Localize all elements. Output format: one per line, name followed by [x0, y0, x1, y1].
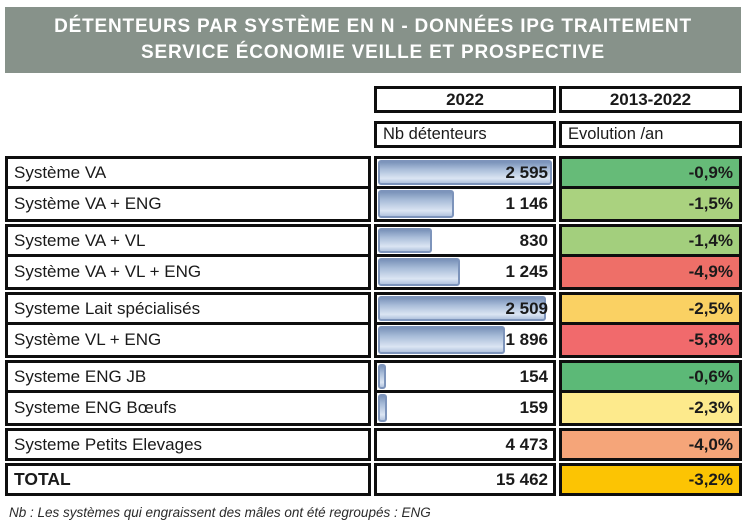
- value-text: 1 146: [505, 194, 548, 213]
- row-label: Systeme ENG Bœufs: [5, 393, 371, 426]
- value-cell: 2 595: [374, 156, 556, 189]
- title-banner: DÉTENTEURS PAR SYSTÈME EN N - DONNÉES IP…: [5, 7, 741, 73]
- value-text: 159: [519, 398, 548, 417]
- header-year-row: 2022 2013-2022: [5, 86, 742, 119]
- table-row: Systeme Petits Elevages 4 473 -4,0%: [5, 428, 742, 461]
- row-group: Systeme Lait spécialisés 2 509 -2,5% Sys…: [5, 292, 742, 358]
- value-cell: 830: [374, 224, 556, 257]
- row-label-total: TOTAL: [5, 463, 371, 496]
- value-text: 2 509: [505, 298, 548, 318]
- row-label: Système VA + ENG: [5, 189, 371, 222]
- row-label: Système VL + ENG: [5, 325, 371, 358]
- header-period-2013-2022: 2013-2022: [559, 86, 742, 113]
- title-line-1: DÉTENTEURS PAR SYSTÈME EN N - DONNÉES IP…: [54, 16, 692, 38]
- evolution-cell: -0,9%: [559, 156, 742, 189]
- table-row: Système VA + VL + ENG 1 245 -4,9%: [5, 257, 742, 290]
- header-nb-detenteurs: Nb détenteurs: [374, 121, 556, 148]
- header-year-2022: 2022: [374, 86, 556, 113]
- row-label: Systeme ENG JB: [5, 360, 371, 393]
- table-row: Système VL + ENG 1 896 -5,8%: [5, 325, 742, 358]
- row-label: Système VA: [5, 156, 371, 189]
- evolution-cell: -1,4%: [559, 224, 742, 257]
- header-spacer: [5, 86, 371, 119]
- row-group: Systeme Petits Elevages 4 473 -4,0%: [5, 428, 742, 461]
- value-text: 1 245: [505, 262, 548, 281]
- row-group: Systeme VA + VL 830 -1,4% Système VA + V…: [5, 224, 742, 290]
- header-evolution-an: Evolution /an: [559, 121, 742, 148]
- table-row: Système VA 2 595 -0,9%: [5, 156, 742, 189]
- value-text: 1 896: [505, 330, 548, 349]
- value-text: 2 595: [505, 162, 548, 182]
- value-text: 154: [519, 366, 548, 386]
- evolution-cell: -5,8%: [559, 325, 742, 358]
- value-bar: [378, 326, 505, 354]
- header-spacer: [5, 121, 371, 154]
- value-cell: 1 896: [374, 325, 556, 358]
- evolution-cell: -4,0%: [559, 428, 742, 461]
- row-label: Systeme Lait spécialisés: [5, 292, 371, 325]
- evolution-cell: -2,3%: [559, 393, 742, 426]
- row-label: Systeme Petits Elevages: [5, 428, 371, 461]
- row-label: Système VA + VL + ENG: [5, 257, 371, 290]
- value-cell: 159: [374, 393, 556, 426]
- evolution-cell: -0,6%: [559, 360, 742, 393]
- value-bar: [378, 160, 552, 185]
- table-row: Systeme VA + VL 830 -1,4%: [5, 224, 742, 257]
- evolution-cell: -3,2%: [559, 463, 742, 496]
- title-line-2: SERVICE ÉCONOMIE VEILLE ET PROSPECTIVE: [141, 42, 605, 63]
- table-row: Systeme ENG Bœufs 159 -2,3%: [5, 393, 742, 426]
- table-row: Système VA + ENG 1 146 -1,5%: [5, 189, 742, 222]
- value-bar: [378, 258, 461, 286]
- header-sublabel-row: Nb détenteurs Evolution /an: [5, 121, 742, 154]
- table-row: Systeme Lait spécialisés 2 509 -2,5%: [5, 292, 742, 325]
- evolution-cell: -4,9%: [559, 257, 742, 290]
- value-bar: [378, 228, 433, 253]
- value-text: 830: [519, 230, 548, 250]
- table-row-total: TOTAL 15 462 -3,2%: [5, 463, 742, 496]
- row-group: Système VA 2 595 -0,9% Système VA + ENG …: [5, 156, 742, 222]
- value-bar: [378, 190, 454, 218]
- value-bar: [378, 394, 387, 422]
- evolution-cell: -2,5%: [559, 292, 742, 325]
- row-label: Systeme VA + VL: [5, 224, 371, 257]
- value-cell: 2 509: [374, 292, 556, 325]
- value-text: 4 473: [505, 434, 548, 454]
- value-cell: 1 146: [374, 189, 556, 222]
- value-cell: 1 245: [374, 257, 556, 290]
- value-cell: 154: [374, 360, 556, 393]
- value-bar: [378, 296, 547, 321]
- value-cell: 4 473: [374, 428, 556, 461]
- value-bar: [378, 364, 387, 389]
- value-text: 15 462: [496, 469, 548, 489]
- total-row-group: TOTAL 15 462 -3,2%: [5, 463, 742, 496]
- evolution-cell: -1,5%: [559, 189, 742, 222]
- value-cell: 15 462: [374, 463, 556, 496]
- table-row: Systeme ENG JB 154 -0,6%: [5, 360, 742, 393]
- row-group: Systeme ENG JB 154 -0,6% Systeme ENG Bœu…: [5, 360, 742, 426]
